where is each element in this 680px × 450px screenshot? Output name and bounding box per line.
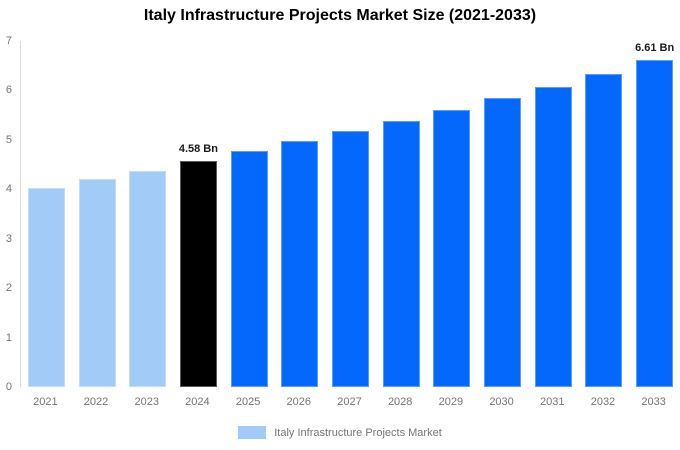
bar-2028: [382, 120, 420, 387]
y-axis-tick-label: 2: [5, 282, 12, 295]
y-axis-tick-label: 7: [5, 35, 12, 47]
bar-2025: [230, 151, 268, 387]
x-axis-tick-label: 2026: [286, 396, 312, 408]
y-axis-tick-label: 5: [5, 133, 12, 146]
bar-2023: [129, 170, 167, 387]
y-axis-tick-label: 6: [5, 84, 12, 97]
y-axis-tick-label: 4: [5, 183, 12, 196]
bar-2021: [27, 188, 65, 387]
x-axis-tick-label: 2031: [540, 396, 565, 408]
x-axis-tick-label: 2025: [235, 396, 261, 408]
bar-2031: [534, 86, 572, 387]
x-axis-tick-label: 2030: [489, 396, 514, 408]
bar-2022: [78, 179, 116, 387]
x-axis-tick-label: 2029: [438, 396, 464, 408]
bar-2027: [332, 131, 369, 387]
y-axis-tick-label: 1: [5, 331, 12, 344]
plot-area: 4.58 Bn 6.61 Bn: [20, 41, 680, 387]
bar-2029: [433, 109, 471, 387]
y-axis-tick-label: 3: [5, 232, 12, 245]
bar-2030: [484, 98, 522, 387]
bar-2026: [281, 141, 319, 387]
x-axis-tick-label: 2024: [185, 396, 210, 408]
x-axis-tick-label: 2032: [590, 396, 616, 408]
chart-title: Italy Infrastructure Projects Market Siz…: [143, 7, 537, 24]
x-axis-tick-label: 2021: [33, 396, 58, 408]
x-axis-tick-label: 2022: [83, 396, 109, 408]
legend-swatch-icon: [238, 426, 267, 439]
x-axis-tick-label: 2033: [641, 396, 666, 408]
x-axis-tick-label: 2027: [337, 396, 362, 408]
bar-2032: [585, 74, 623, 387]
x-axis-tick-label: 2028: [387, 396, 413, 408]
y-axis-tick-label: 0: [5, 381, 12, 393]
x-axis-tick-label: 2023: [134, 396, 159, 408]
bar-2033: [636, 60, 674, 387]
bar-2024: [179, 160, 217, 387]
legend-label: Italy Infrastructure Projects Market: [274, 426, 442, 439]
legend: Italy Infrastructure Projects Market: [0, 426, 680, 439]
bar-value-label: 6.61 Bn: [635, 42, 675, 55]
bar-value-label: 4.58 Bn: [178, 142, 218, 155]
x-axis: 2021 2022 2023 2024 2025 2026 2027 2028 2029 2030…: [20, 396, 679, 412]
y-axis: 0 1 2 3 4 5 6 7: [0, 35, 14, 393]
